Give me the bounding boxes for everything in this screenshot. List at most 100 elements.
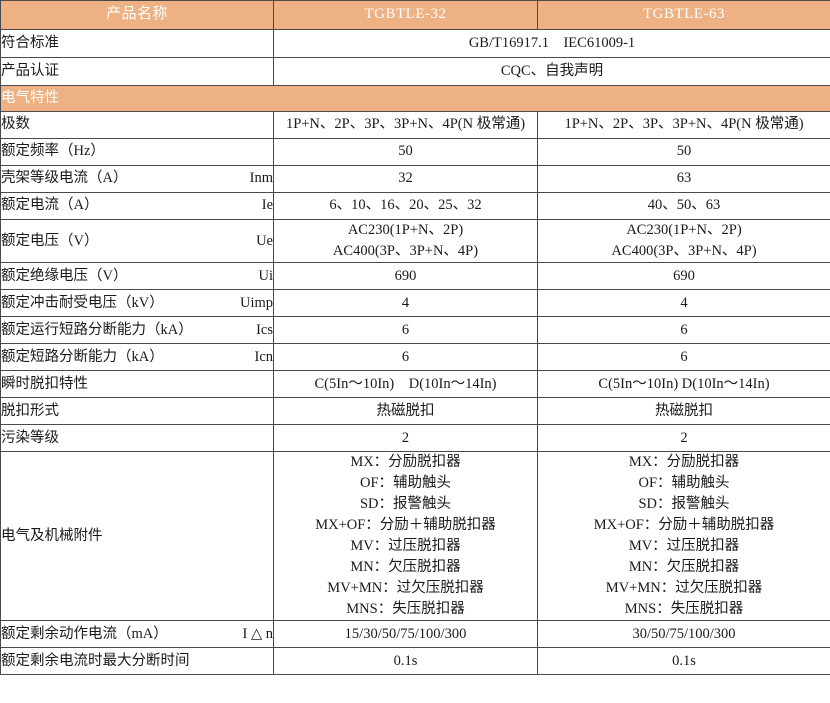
- row-value-poles-model-2: 1P+N、2P、3P、3P+N、4P(N 极常通): [537, 111, 830, 139]
- accessory-item: MNS：失压脱扣器: [346, 601, 465, 618]
- row-value-accessories-model-2: MX：分励脱扣器 OF：辅助触头 SD：报警触头 MX+OF：分励＋辅助脱扣器 …: [537, 451, 830, 622]
- row-value-accessories-model-1: MX：分励脱扣器 OF：辅助触头 SD：报警触头 MX+OF：分励＋辅助脱扣器 …: [273, 451, 538, 622]
- table-body: 产品名称 TGBTLE-32 TGBTLE-63 符合标准 GB/T16917.…: [0, 0, 830, 676]
- accessory-item: MV+MN：过欠压脱扣器: [327, 580, 484, 597]
- row-label-rated-current: 额定电流（A） Ie: [0, 192, 274, 220]
- row-label-text-max-breaking-time: 额定剩余电流时最大分断时间: [1, 652, 190, 669]
- row-label-text-rated-voltage: 额定电压（V）: [1, 232, 99, 249]
- row-label-residual-operating-current: 额定剩余动作电流（mA） I △ n: [0, 620, 274, 649]
- row-symbol-frame-current: Inm: [249, 170, 273, 187]
- table-row-accessories: 电气及机械附件 MX：分励脱扣器 OF：辅助触头 SD：报警触头 MX+OF：分…: [0, 451, 830, 622]
- row-label-text-pollution-degree: 污染等级: [1, 429, 59, 446]
- table-row-rated-voltage: 额定电压（V） Ue AC230(1P+N、2P) AC400(3P、3P+N、…: [0, 218, 830, 264]
- row-label-max-breaking-time: 额定剩余电流时最大分断时间: [0, 647, 274, 676]
- product-specification-table: 产品名称 TGBTLE-32 TGBTLE-63 符合标准 GB/T16917.…: [0, 0, 830, 676]
- row-symbol-rated-current: Ie: [261, 197, 273, 214]
- row-value-breaking-capacity-model-1: 6: [273, 343, 538, 372]
- row-symbol-insulation-voltage: Ui: [258, 267, 274, 284]
- row-value-rated-current-model-1: 6、10、16、20、25、32: [273, 192, 538, 220]
- accessory-item: MV+MN：过欠压脱扣器: [605, 580, 763, 597]
- row-value-max-breaking-time-model-1: 0.1s: [273, 647, 538, 676]
- rated-voltage-line-2: AC400(3P、3P+N、4P): [332, 243, 479, 260]
- row-value-pollution-degree-model-2: 2: [537, 424, 830, 453]
- row-label-standard: 符合标准: [0, 29, 274, 58]
- row-value-insulation-voltage-model-1: 690: [273, 262, 538, 291]
- row-label-text-rated-current: 额定电流（A）: [1, 197, 99, 214]
- table-row-pollution-degree: 污染等级 2 2: [0, 424, 830, 453]
- table-row-rated-frequency: 额定频率（Hz） 50 50: [0, 138, 830, 166]
- row-label-text-impulse-voltage: 额定冲击耐受电压（kV）: [1, 294, 164, 311]
- accessory-item: SD：报警触头: [638, 496, 730, 513]
- header-cell-model-2: TGBTLE-63: [537, 0, 830, 30]
- row-symbol-rated-voltage: Ue: [256, 232, 273, 249]
- row-label-poles: 极数: [0, 111, 274, 139]
- row-label-rated-voltage: 额定电压（V） Ue: [0, 218, 274, 264]
- row-value-frame-current-model-2: 63: [537, 165, 830, 193]
- row-label-text-instantaneous-trip: 瞬时脱扣特性: [1, 375, 88, 392]
- row-value-trip-type-model-2: 热磁脱扣: [537, 397, 830, 426]
- row-value-service-breaking-capacity-model-1: 6: [273, 316, 538, 345]
- row-value-instantaneous-trip-model-1: C(5In～10In) D(10In～14In): [273, 370, 538, 399]
- row-label-frame-current: 壳架等级电流（A） Inm: [0, 165, 274, 193]
- table-row-certification: 产品认证 CQC、自我声明: [0, 57, 830, 86]
- row-label-text-accessories: 电气及机械附件: [1, 527, 103, 544]
- row-value-rated-voltage-model-2: AC230(1P+N、2P) AC400(3P、3P+N、4P): [537, 218, 830, 264]
- row-value-standard: GB/T16917.1 IEC61009-1: [273, 29, 830, 58]
- row-label-text-breaking-capacity: 额定短路分断能力（kA）: [1, 348, 164, 365]
- accessory-item: MX+OF：分励＋辅助脱扣器: [593, 517, 775, 534]
- table-row-max-breaking-time: 额定剩余电流时最大分断时间 0.1s 0.1s: [0, 647, 830, 676]
- table-header-row: 产品名称 TGBTLE-32 TGBTLE-63: [0, 0, 830, 30]
- row-value-certification: CQC、自我声明: [273, 57, 830, 86]
- row-label-text-residual-operating-current: 额定剩余动作电流（mA）: [1, 625, 168, 642]
- accessory-item: MN：欠压脱扣器: [350, 559, 461, 576]
- row-value-rated-frequency-model-2: 50: [537, 138, 830, 166]
- row-label-impulse-voltage: 额定冲击耐受电压（kV） Uimp: [0, 289, 274, 318]
- accessory-item: MN：欠压脱扣器: [628, 559, 740, 576]
- accessory-item: MV：过压脱扣器: [628, 538, 740, 555]
- row-label-certification: 产品认证: [0, 57, 274, 86]
- accessory-item: MX：分励脱扣器: [628, 454, 740, 471]
- row-value-impulse-voltage-model-2: 4: [537, 289, 830, 318]
- accessory-item: OF：辅助触头: [359, 475, 452, 492]
- table-row-breaking-capacity: 额定短路分断能力（kA） Icn 6 6: [0, 343, 830, 372]
- accessory-item: MNS：失压脱扣器: [624, 601, 744, 618]
- header-cell-model-1: TGBTLE-32: [273, 0, 538, 30]
- row-symbol-service-breaking-capacity: Ics: [256, 321, 273, 338]
- accessory-item: OF：辅助触头: [638, 475, 730, 492]
- row-label-instantaneous-trip: 瞬时脱扣特性: [0, 370, 274, 399]
- table-row-instantaneous-trip: 瞬时脱扣特性 C(5In～10In) D(10In～14In) C(5In～10…: [0, 370, 830, 399]
- row-symbol-breaking-capacity: Icn: [254, 348, 273, 365]
- accessory-item: MV：过压脱扣器: [350, 538, 461, 555]
- rated-voltage-line-1: AC230(1P+N、2P): [626, 222, 742, 238]
- table-row-poles: 极数 1P+N、2P、3P、3P+N、4P(N 极常通) 1P+N、2P、3P、…: [0, 111, 830, 139]
- row-label-text-poles: 极数: [1, 116, 30, 133]
- accessory-item: SD：报警触头: [359, 496, 452, 513]
- row-label-rated-frequency: 额定频率（Hz）: [0, 138, 274, 166]
- row-label-service-breaking-capacity: 额定运行短路分断能力（kA） Ics: [0, 316, 274, 345]
- row-value-pollution-degree-model-1: 2: [273, 424, 538, 453]
- row-value-rated-frequency-model-1: 50: [273, 138, 538, 166]
- row-symbol-residual-operating-current: I △ n: [242, 625, 273, 642]
- row-label-breaking-capacity: 额定短路分断能力（kA） Icn: [0, 343, 274, 372]
- table-row-standard: 符合标准 GB/T16917.1 IEC61009-1: [0, 29, 830, 58]
- row-symbol-impulse-voltage: Uimp: [239, 294, 273, 311]
- row-value-breaking-capacity-model-2: 6: [537, 343, 830, 372]
- row-value-service-breaking-capacity-model-2: 6: [537, 316, 830, 345]
- table-row-trip-type: 脱扣形式 热磁脱扣 热磁脱扣: [0, 397, 830, 426]
- row-value-instantaneous-trip-model-2: C(5In～10In) D(10In～14In): [537, 370, 830, 399]
- row-label-accessories: 电气及机械附件: [0, 451, 274, 622]
- table-row-impulse-voltage: 额定冲击耐受电压（kV） Uimp 4 4: [0, 289, 830, 318]
- row-value-frame-current-model-1: 32: [273, 165, 538, 193]
- section-header-electrical: 电气特性: [0, 85, 830, 112]
- table-row-rated-current: 额定电流（A） Ie 6、10、16、20、25、32 40、50、63: [0, 192, 830, 220]
- row-value-poles-model-1: 1P+N、2P、3P、3P+N、4P(N 极常通): [273, 111, 538, 139]
- header-cell-product-name: 产品名称: [0, 0, 274, 30]
- row-value-rated-voltage-model-1: AC230(1P+N、2P) AC400(3P、3P+N、4P): [273, 218, 538, 264]
- rated-voltage-line-2: AC400(3P、3P+N、4P): [611, 243, 757, 260]
- row-value-trip-type-model-1: 热磁脱扣: [273, 397, 538, 426]
- row-value-max-breaking-time-model-2: 0.1s: [537, 647, 830, 676]
- row-label-text-rated-frequency: 额定频率（Hz）: [1, 143, 105, 160]
- row-label-text-frame-current: 壳架等级电流（A）: [1, 170, 128, 187]
- row-value-residual-operating-current-model-1: 15/30/50/75/100/300: [273, 620, 538, 649]
- table-row-service-breaking-capacity: 额定运行短路分断能力（kA） Ics 6 6: [0, 316, 830, 345]
